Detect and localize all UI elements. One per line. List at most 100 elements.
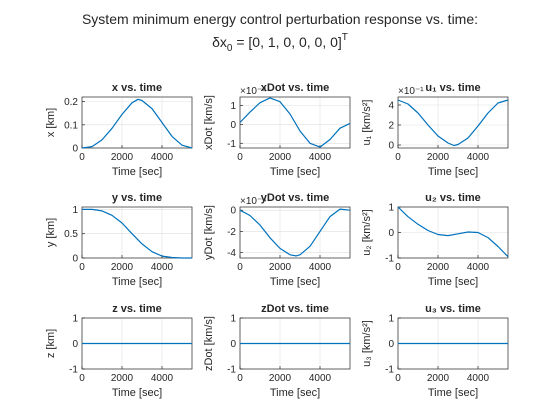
subtitle-value: = [0, 1, 0, 0, 0, 0] bbox=[232, 34, 341, 50]
y-tick-label: 0 bbox=[72, 339, 78, 350]
x-tick-label: 0 bbox=[237, 152, 243, 163]
x-axis-label: Time [sec] bbox=[428, 166, 478, 178]
y-tick-label: 0 bbox=[230, 120, 236, 131]
y-tick-label: 0 bbox=[72, 144, 78, 155]
y-axis-label: yDot [km/s] bbox=[203, 205, 215, 260]
figure-subtitle: δx0 = [0, 1, 0, 0, 0, 0]T bbox=[212, 32, 348, 54]
series-line bbox=[81, 98, 193, 149]
figure-title: System minimum energy control perturbati… bbox=[82, 11, 478, 27]
x-tick-label: 4000 bbox=[467, 262, 490, 273]
y-tick-label: 0 bbox=[388, 228, 394, 239]
x-tick-label: 2000 bbox=[111, 262, 134, 273]
subplot-5: 0 2000 4000 -4 -2 0 yDot vs. time×10⁻⁴ Time [se… bbox=[203, 192, 351, 288]
x-tick-label: 4000 bbox=[309, 373, 332, 384]
y-tick-label: 2 bbox=[388, 121, 394, 132]
y-tick-label: 1 bbox=[388, 203, 394, 214]
exponent-label: ×10⁻¹ bbox=[398, 86, 424, 97]
y-tick-label: 4 bbox=[388, 101, 394, 112]
y-tick-label: -2 bbox=[227, 227, 236, 238]
y-tick-label: 1 bbox=[72, 314, 78, 325]
x-tick-label: 4000 bbox=[467, 152, 490, 163]
y-axis-label: x [km] bbox=[45, 108, 57, 137]
y-axis-label: u₁ [km/s²] bbox=[361, 100, 373, 146]
x-tick-label: 2000 bbox=[269, 373, 292, 384]
x-axis-label: Time [sec] bbox=[270, 166, 320, 178]
x-tick-label: 2000 bbox=[111, 152, 134, 163]
x-tick-label: 0 bbox=[395, 262, 401, 273]
series-line bbox=[397, 206, 509, 258]
subplot-title: y vs. time bbox=[112, 192, 162, 204]
y-axis-label: z [km] bbox=[45, 329, 57, 358]
y-tick-label: -1 bbox=[385, 365, 394, 376]
subtitle-subscript: 0 bbox=[227, 43, 233, 54]
x-axis-label: Time [sec] bbox=[112, 166, 162, 178]
axes-box bbox=[239, 206, 351, 259]
x-tick-label: 4000 bbox=[467, 373, 490, 384]
x-axis-label: Time [sec] bbox=[428, 276, 478, 288]
y-tick-label: -1 bbox=[227, 365, 236, 376]
x-tick-label: 0 bbox=[395, 152, 401, 163]
y-tick-label: 0 bbox=[230, 206, 236, 217]
x-tick-label: 4000 bbox=[151, 152, 174, 163]
y-tick-label: -1 bbox=[69, 365, 78, 376]
x-tick-label: 2000 bbox=[427, 373, 450, 384]
y-tick-label: -1 bbox=[385, 254, 394, 265]
y-tick-label: 1 bbox=[230, 101, 236, 112]
y-axis-label: y [km] bbox=[45, 218, 57, 247]
x-tick-label: 0 bbox=[79, 373, 85, 384]
x-tick-label: 4000 bbox=[309, 262, 332, 273]
subplot-title: x vs. time bbox=[112, 82, 162, 94]
y-tick-label: 1 bbox=[388, 314, 394, 325]
x-axis-label: Time [sec] bbox=[112, 276, 162, 288]
series-line bbox=[397, 99, 509, 147]
x-tick-label: 0 bbox=[395, 373, 401, 384]
subplot-title: z vs. time bbox=[112, 303, 162, 315]
subplot-1: 0 2000 4000 0 0.1 0.2 x vs. time Time [sec] x [k… bbox=[45, 82, 193, 178]
y-tick-label: 0.5 bbox=[64, 229, 78, 240]
y-tick-label: 0 bbox=[388, 141, 394, 152]
x-axis-label: Time [sec] bbox=[270, 276, 320, 288]
subplot-title: u₁ vs. time bbox=[425, 82, 480, 94]
x-axis-label: Time [sec] bbox=[270, 387, 320, 399]
y-axis-label: u₂ [km/s²] bbox=[361, 209, 373, 255]
y-tick-label: 1 bbox=[72, 205, 78, 216]
y-tick-label: 0 bbox=[388, 339, 394, 350]
x-tick-label: 2000 bbox=[269, 262, 292, 273]
x-tick-label: 4000 bbox=[309, 152, 332, 163]
x-tick-label: 2000 bbox=[111, 373, 134, 384]
y-tick-label: 1 bbox=[230, 314, 236, 325]
subplot-title: xDot vs. time bbox=[261, 82, 329, 94]
x-tick-label: 0 bbox=[79, 152, 85, 163]
subplot-title: u₃ vs. time bbox=[425, 303, 481, 315]
x-tick-label: 4000 bbox=[151, 262, 174, 273]
series-line bbox=[82, 208, 192, 259]
subplot-3: 0 2000 4000 0 2 4 u₁ vs. time×10⁻¹ Time [sec] u₁… bbox=[361, 82, 509, 178]
y-tick-label: -1 bbox=[227, 139, 236, 150]
axes-box bbox=[81, 96, 193, 149]
x-tick-label: 0 bbox=[79, 262, 85, 273]
x-tick-label: 2000 bbox=[427, 152, 450, 163]
x-tick-label: 4000 bbox=[151, 373, 174, 384]
exponent-label: ×10⁻⁴ bbox=[240, 86, 267, 97]
y-tick-label: 0.1 bbox=[64, 120, 78, 131]
axes-box bbox=[397, 96, 509, 149]
series-line bbox=[239, 97, 351, 148]
y-tick-label: 0 bbox=[230, 339, 236, 350]
x-tick-label: 2000 bbox=[269, 152, 292, 163]
x-axis-label: Time [sec] bbox=[112, 387, 162, 399]
x-tick-label: 2000 bbox=[427, 262, 450, 273]
x-axis-label: Time [sec] bbox=[428, 387, 478, 399]
y-tick-label: 0 bbox=[72, 254, 78, 265]
y-axis-label: u₃ [km/s²] bbox=[361, 320, 373, 367]
subplot-title: zDot vs. time bbox=[261, 303, 329, 315]
exponent-label: ×10⁻⁴ bbox=[240, 196, 267, 207]
subplot-title: yDot vs. time bbox=[261, 192, 329, 204]
subtitle-superscript: T bbox=[342, 32, 348, 43]
